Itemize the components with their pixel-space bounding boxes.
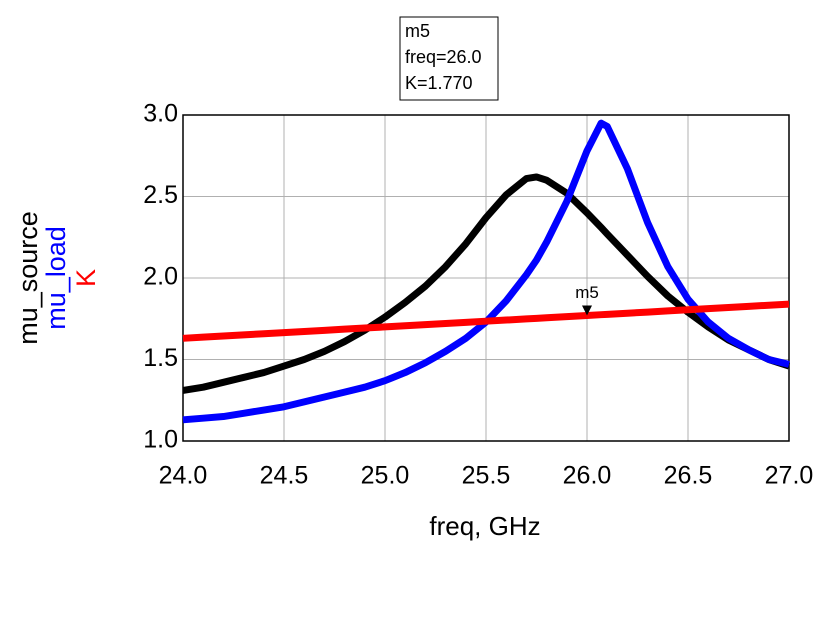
x-tick-label: 25.0 bbox=[361, 462, 410, 490]
x-tick-label: 26.0 bbox=[563, 462, 612, 490]
series-line bbox=[182, 300, 790, 342]
legend-entry: mu_source bbox=[13, 211, 43, 345]
y-tick-label: 2.0 bbox=[143, 263, 178, 291]
y-tick-label: 1.0 bbox=[143, 426, 178, 454]
series-line bbox=[182, 119, 790, 424]
marker-name: m5 bbox=[405, 21, 430, 41]
marker-box bbox=[399, 16, 499, 101]
x-axis-label: freq, GHz bbox=[429, 511, 540, 541]
marker-triangle bbox=[582, 305, 592, 316]
marker-readout: K=1.770 bbox=[405, 73, 473, 93]
x-tick-label: 27.0 bbox=[765, 462, 814, 490]
marker-readout: freq=26.0 bbox=[405, 47, 482, 67]
marker-label: m5 bbox=[575, 283, 599, 302]
x-tick-label: 25.5 bbox=[462, 462, 511, 490]
plot-frame bbox=[182, 114, 790, 442]
y-tick-label: 2.5 bbox=[143, 181, 178, 209]
x-tick-label: 26.5 bbox=[664, 462, 713, 490]
y-tick-label: 3.0 bbox=[143, 100, 178, 128]
x-tick-label: 24.0 bbox=[159, 462, 208, 490]
legend-entry: mu_load bbox=[41, 226, 71, 330]
legend-entry: K bbox=[71, 269, 101, 287]
y-tick-label: 1.5 bbox=[143, 344, 178, 372]
x-tick-label: 24.5 bbox=[260, 462, 309, 490]
